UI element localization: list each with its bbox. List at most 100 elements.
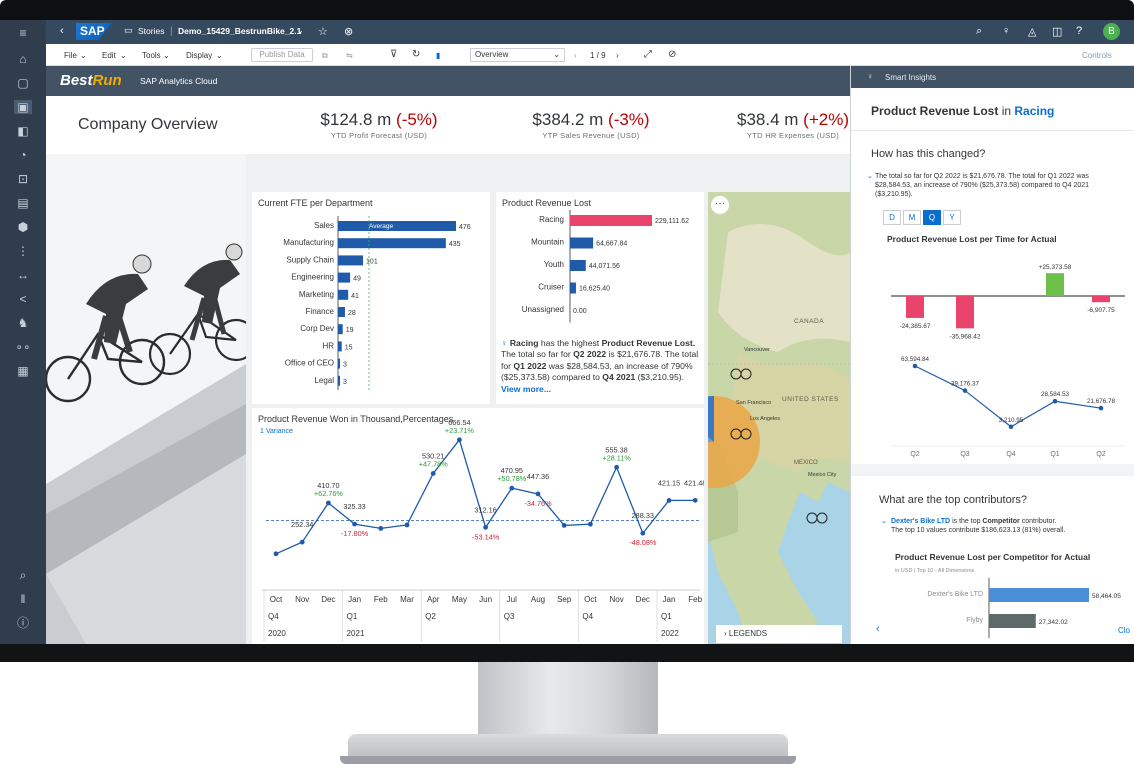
variance-legend[interactable]: 1 Variance [260,428,293,435]
fte-value-label: 15 [345,344,353,351]
search-icon[interactable]: ⌕ [976,25,983,37]
segment-y[interactable]: Y [943,210,961,225]
si-trend-label: 63,594.84 [901,356,930,363]
user-avatar[interactable]: B [1103,23,1120,40]
lost-category-label: Unassigned [522,305,564,314]
contrib-top[interactable]: Dexter's Bike LTD [891,518,951,525]
won-variance-label: +50.78% [497,474,527,483]
app-name: SAP Analytics Cloud [140,76,218,86]
revenue-lost-card[interactable]: Product Revenue Lost Racing 229,111.62 Mou… [496,192,704,404]
won-point [614,464,619,470]
chevron-left-icon[interactable]: ‹ [876,623,880,635]
won-year-label: 2021 [347,629,365,638]
connections-icon[interactable]: ↔ [17,268,29,282]
copy-icon[interactable]: ⧉ [322,51,328,60]
won-point [692,497,698,503]
chevron-down-icon[interactable]: ⌄ [867,173,873,180]
won-month-label: Jan [663,595,676,604]
stories-breadcrumb[interactable]: Stories [138,26,165,36]
won-value-label: 666.54 [448,418,470,427]
smart-insights-label: Smart Insights [885,73,937,82]
close-link[interactable]: Clo [1118,626,1131,635]
controls-link[interactable]: Controls [1082,51,1112,60]
digital-boardroom-icon[interactable]: ◔ [19,148,27,162]
kpi-delta: (-5%) [396,110,438,129]
display-menu[interactable]: Display [186,51,213,60]
link-icon[interactable]: ⇋ [346,51,353,60]
filter-icon[interactable]: ⊽ [390,49,398,60]
back-icon[interactable]: ‹ [60,25,64,37]
chevron-down-icon[interactable]: ⌄ [297,26,304,35]
sap-logo[interactable]: SAP [76,23,112,40]
fte-value-label: 3 [343,379,347,386]
notification-bell-icon[interactable]: ◬ [1028,26,1037,38]
pause-icon[interactable]: ‖ [20,592,26,606]
more-options-icon[interactable]: ··· [711,196,729,214]
file-menu[interactable]: File [64,51,77,60]
refresh-icon[interactable]: ↻ [412,49,421,60]
fte-category-label: Corp Dev [300,324,334,333]
si-variance-bar [1092,296,1110,303]
revenue-won-card[interactable]: Product Revenue Won in Thousand,Percenta… [252,408,704,644]
prev-page-icon[interactable]: ‹ [574,51,577,60]
won-variance-label: +62.76% [314,489,344,498]
analytic-app-icon[interactable]: ◧ [17,124,29,138]
won-month-label: Feb [688,595,702,604]
data-icon[interactable]: ⋮ [17,244,29,258]
left-navigation: ≡ ⌂ ▢ ▣ ◧ ◔ ⊡ ▤ ⬢ ⋮ ↔ < ♞ ∘∘ ▦ ⌕ ‖ ⓘ [0,20,46,644]
close-circle-icon[interactable]: ⊗ [344,26,354,38]
segment-m[interactable]: M [903,210,921,225]
stories-icon[interactable]: ▣ [14,100,32,114]
chevron-down-icon[interactable]: ⌄ [881,518,887,525]
fte-value-label: 19 [346,327,354,334]
check-circle-icon[interactable]: ⊘ [668,49,677,60]
modeler-icon[interactable]: ▤ [17,196,29,210]
calendar-icon[interactable]: ▦ [17,364,29,378]
fte-chart-card[interactable]: Current FTE per Department Sales 476 Manuf… [252,192,490,404]
cube-icon[interactable]: ⬢ [17,220,29,234]
si-competitor-chart: Dexter's Bike LTD 58,464.05 Flyby 27,342.02 [927,578,1121,638]
segment-q[interactable]: Q [923,210,941,225]
contrib-dim: Competitor [982,518,1020,525]
story-toolbar: File ⌄ Edit ⌄ Tools ⌄ Display ⌄ Publish … [46,44,1134,66]
next-page-icon[interactable]: › [616,51,619,60]
fte-chart: Sales 476 Manufacturing 435 Supply Chain 101 E… [283,216,471,390]
kpi-profit[interactable]: $124.8 m (-5%) YTD Profit Forecast (USD) [314,110,444,140]
collaboration-icon[interactable]: ◫ [1052,26,1063,38]
divider [851,130,1134,131]
share-icon[interactable]: < [19,292,27,306]
help-icon[interactable]: ? [1076,25,1083,37]
story-title[interactable]: Demo_15429_BestrunBike_2.1 [178,26,302,36]
lock-icon[interactable]: ⌕ [19,568,27,582]
won-month-label: Nov [609,595,623,604]
info-icon[interactable]: ⓘ [16,616,29,630]
fullscreen-icon[interactable]: ⤢ [644,49,652,60]
files-icon[interactable]: ▢ [17,76,29,90]
map-card[interactable]: ··· CANADA UNITED STATES MEXICO Vancouve… [708,192,850,644]
favorite-star-icon[interactable]: ☆ [318,26,328,38]
lost-category-label: Racing [539,215,564,224]
won-quarter-label: Q4 [582,612,593,621]
map-canvas[interactable] [708,192,850,644]
kpi-sales[interactable]: $384.2 m (-3%) YTP Sales Revenue (USD) [526,110,656,140]
view-more-link[interactable]: View more... [501,383,551,394]
won-quarter-label: Q1 [661,612,672,621]
users-icon[interactable]: ♞ [17,316,29,330]
lightbulb-icon[interactable]: ♀ [1002,25,1011,37]
publish-data-button[interactable]: Publish Data [251,48,313,62]
tools-menu[interactable]: Tools [142,51,161,60]
story-header: BestRun SAP Analytics Cloud [46,66,850,96]
edit-menu[interactable]: Edit [102,51,116,60]
bookmark-icon[interactable]: ▮ [436,51,441,60]
menu-icon[interactable]: ≡ [19,26,27,40]
won-point [483,524,488,530]
page-select[interactable]: Overview ⌄ [470,48,565,62]
won-value-label: 312.16 [474,505,496,514]
legends-button[interactable]: › LEGENDS [716,625,842,643]
workflow-icon[interactable]: ∘∘ [15,340,31,354]
explorer-icon[interactable]: ⊡ [17,172,29,186]
segment-d[interactable]: D [883,210,901,225]
map-label-canada: CANADA [794,318,825,325]
home-icon[interactable]: ⌂ [19,52,27,66]
kpi-hr[interactable]: $38.4 m (+2%) YTD HR Expenses (USD) [728,110,858,140]
